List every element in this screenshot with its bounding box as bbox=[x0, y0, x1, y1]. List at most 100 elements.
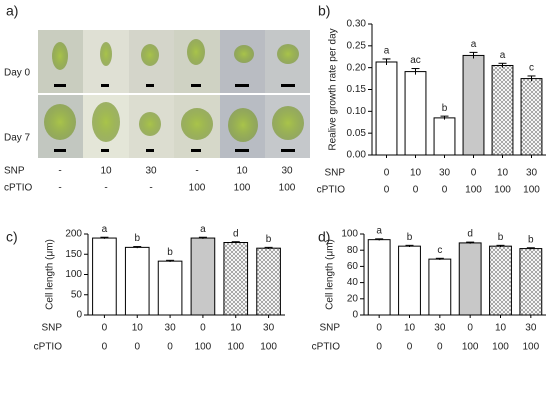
y-tick-label: 0.25 bbox=[347, 40, 367, 51]
x-row-value: 0 bbox=[413, 185, 419, 196]
cell: - bbox=[149, 183, 152, 194]
x-row-value: 0 bbox=[102, 323, 108, 334]
panel-label: a) bbox=[6, 3, 18, 19]
x-row-value: 100 bbox=[260, 342, 277, 353]
y-tick-label: 150 bbox=[65, 249, 82, 260]
panel-label: b) bbox=[318, 3, 330, 19]
bar bbox=[428, 258, 452, 316]
row-name: SNP bbox=[4, 166, 25, 177]
y-axis-label: Realive growth rate per day bbox=[328, 28, 339, 150]
cell: - bbox=[104, 183, 107, 194]
significance-letter: a bbox=[376, 226, 382, 237]
cell: 30 bbox=[281, 166, 293, 177]
cell: 10 bbox=[236, 166, 248, 177]
x-row-value: 0 bbox=[384, 168, 390, 179]
y-tick-label: 40 bbox=[347, 277, 359, 288]
row-label: Day 7 bbox=[4, 133, 31, 144]
x-row-value: 100 bbox=[523, 185, 540, 196]
y-axis-label: Cell length (μm) bbox=[45, 239, 56, 310]
y-tick-label: 100 bbox=[341, 229, 358, 240]
significance-letter: b bbox=[498, 232, 504, 243]
cell: 100 bbox=[189, 183, 206, 194]
bar bbox=[157, 260, 183, 316]
bar bbox=[256, 247, 281, 316]
y-tick-label: 0 bbox=[76, 310, 82, 321]
x-row-value: 0 bbox=[384, 185, 390, 196]
y-tick-label: 0.05 bbox=[347, 128, 367, 139]
significance-letter: b bbox=[442, 103, 448, 114]
bar bbox=[404, 71, 427, 156]
panel-label: d) bbox=[318, 229, 330, 245]
significance-letter: a bbox=[471, 39, 477, 50]
bar bbox=[124, 246, 150, 316]
y-tick-label: 0.10 bbox=[347, 106, 367, 117]
bar bbox=[92, 237, 117, 316]
x-row-value: 0 bbox=[437, 342, 443, 353]
bar bbox=[223, 242, 249, 316]
x-row-name: cPTIO bbox=[312, 342, 341, 353]
x-row-value: 10 bbox=[132, 323, 144, 334]
x-row-value: 100 bbox=[462, 342, 479, 353]
bar bbox=[491, 64, 514, 156]
x-row-value: 100 bbox=[195, 342, 212, 353]
y-tick-label: 60 bbox=[347, 261, 359, 272]
cell: 100 bbox=[234, 183, 251, 194]
x-row-value: 10 bbox=[497, 168, 509, 179]
significance-letter: d bbox=[233, 228, 239, 239]
x-row-value: 0 bbox=[442, 185, 448, 196]
x-row-value: 100 bbox=[227, 342, 244, 353]
significance-letter: b bbox=[167, 247, 173, 258]
x-row-name: cPTIO bbox=[317, 185, 346, 196]
y-tick-label: 100 bbox=[65, 269, 82, 280]
x-row-value: 0 bbox=[167, 342, 173, 353]
significance-letter: b bbox=[407, 232, 413, 243]
x-row-value: 0 bbox=[467, 323, 473, 334]
x-row-value: 30 bbox=[526, 168, 538, 179]
bar bbox=[489, 245, 512, 316]
significance-letter: b bbox=[528, 234, 534, 245]
y-tick-label: 50 bbox=[71, 289, 83, 300]
bar bbox=[367, 239, 391, 316]
significance-letter: a bbox=[102, 224, 108, 235]
scale-bars bbox=[54, 84, 295, 152]
bar bbox=[462, 54, 485, 156]
x-row-value: 0 bbox=[102, 342, 108, 353]
cell: 100 bbox=[279, 183, 296, 194]
x-row-value: 10 bbox=[410, 168, 422, 179]
bar bbox=[190, 237, 216, 316]
bar bbox=[520, 78, 543, 156]
x-row-name: SNP bbox=[41, 323, 62, 334]
significance-letter: ac bbox=[410, 55, 421, 66]
y-tick-label: 80 bbox=[347, 245, 359, 256]
x-row-name: cPTIO bbox=[34, 342, 63, 353]
x-row-value: 10 bbox=[495, 323, 507, 334]
x-row-value: 100 bbox=[492, 342, 509, 353]
significance-letter: c bbox=[437, 245, 442, 256]
x-row-value: 100 bbox=[465, 185, 482, 196]
x-row-value: 30 bbox=[439, 168, 451, 179]
x-row-value: 0 bbox=[471, 168, 477, 179]
row-name: cPTIO bbox=[4, 183, 33, 194]
photo-grid bbox=[38, 30, 310, 158]
significance-letter: b bbox=[134, 233, 140, 244]
x-row-value: 30 bbox=[525, 323, 537, 334]
panel-label: c) bbox=[6, 229, 18, 245]
x-row-value: 0 bbox=[200, 323, 206, 334]
significance-letter: d bbox=[467, 229, 473, 240]
x-row-value: 10 bbox=[404, 323, 416, 334]
x-row-value: 0 bbox=[376, 342, 382, 353]
y-tick-label: 20 bbox=[347, 293, 359, 304]
x-row-value: 30 bbox=[434, 323, 446, 334]
significance-letter: a bbox=[500, 50, 506, 61]
bar bbox=[375, 61, 398, 156]
x-row-value: 0 bbox=[407, 342, 413, 353]
y-tick-label: 0.20 bbox=[347, 62, 367, 73]
cell: 30 bbox=[145, 166, 157, 177]
bar bbox=[398, 245, 421, 316]
bar bbox=[519, 248, 543, 316]
bar bbox=[433, 117, 456, 156]
x-row-value: 100 bbox=[522, 342, 539, 353]
x-row-value: 0 bbox=[134, 342, 140, 353]
x-row-value: 0 bbox=[376, 323, 382, 334]
